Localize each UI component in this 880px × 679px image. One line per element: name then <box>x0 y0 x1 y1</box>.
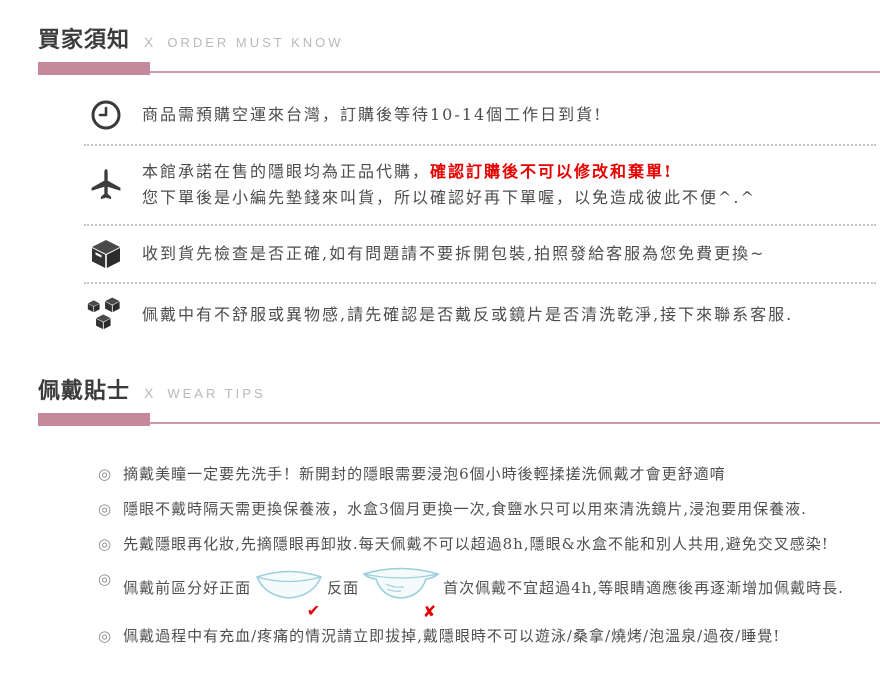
tip-bullet: ◎ <box>98 500 112 518</box>
box-icon <box>86 239 126 269</box>
dotted-divider <box>84 282 876 284</box>
boxes-icon <box>86 297 126 333</box>
wear-tips-title: 佩戴貼士 <box>38 378 131 403</box>
notice-text-shipping: 商品需預購空運來台灣，訂購後等待10-14個工作日到貨! <box>142 105 603 124</box>
tip-text-makeup-order: 先戴隱眼再化妝,先摘隱眼再卸妝.每天佩戴不可以超過8h,隱眼&水盒不能和別人共用… <box>123 535 829 553</box>
airplane-icon <box>86 167 126 203</box>
dotted-divider <box>84 224 876 226</box>
lens-front-label: 佩戴前區分好正面 <box>123 578 252 597</box>
tip-text-solution-change: 隱眼不戴時隔天需更換保養液，水盒3個月更換一次,食鹽水只可以用來清洗鏡片,浸泡要… <box>123 500 807 518</box>
buyer-notice-subtitle: ORDER MUST KNOW <box>167 35 344 50</box>
notice-text-normal: 本館承諾在售的隱眼均為正品代購， <box>142 162 431 181</box>
lens-front-figure: ✔ <box>253 568 325 619</box>
tip-text-wash-hands: 摘戴美瞳一定要先洗手！新開封的隱眼需要浸泡6個小時後輕揉搓洗佩戴才會更舒適唷 <box>123 465 726 483</box>
buyer-notice-section: 買家須知 X ORDER MUST KNOW 商品需預購空運來台灣，訂購後等待1… <box>0 0 880 333</box>
lens-back-figure: ✘ <box>361 567 441 620</box>
tip-bullet: ◎ <box>98 570 112 588</box>
buyer-notice-list: 商品需預購空運來台灣，訂購後等待10-14個工作日到貨! 本館承諾在售的隱眼均為… <box>0 99 880 333</box>
notice-text-order-policy: 本館承諾在售的隱眼均為正品代購，確認訂購後不可以修改和棄單! 您下單後是小編先墊… <box>142 159 756 211</box>
notice-item-order-policy: 本館承諾在售的隱眼均為正品代購，確認訂購後不可以修改和棄單! 您下單後是小編先墊… <box>0 159 880 211</box>
notice-text-inspection: 收到貨先檢查是否正確,如有問題請不要拆開包裝,拍照發給客服為您免費更換~ <box>142 244 766 263</box>
wear-tips-section: 佩戴貼士 X WEAR TIPS ◎ 摘戴美瞳一定要先洗手！新開封的隱眼需要浸泡… <box>0 333 880 648</box>
notice-item-shipping: 商品需預購空運來台灣，訂購後等待10-14個工作日到貨! <box>0 99 880 131</box>
buyer-notice-title: 買家須知 <box>38 27 131 52</box>
wear-tips-subtitle-x: X <box>144 385 156 401</box>
lens-rest-text: 首次佩戴不宜超過4h,等眼睛適應後再逐漸增加佩戴時長. <box>443 578 844 597</box>
buyer-notice-underline <box>38 62 880 75</box>
buyer-notice-header: 買家須知 X ORDER MUST KNOW <box>38 0 880 75</box>
tip-makeup-order: ◎ 先戴隱眼再化妝,先摘隱眼再卸妝.每天佩戴不可以超過8h,隱眼&水盒不能和別人… <box>0 532 880 556</box>
wear-tips-list: ◎ 摘戴美瞳一定要先洗手！新開封的隱眼需要浸泡6個小時後輕揉搓洗佩戴才會更舒適唷… <box>0 462 880 648</box>
underline-block <box>38 413 150 426</box>
lens-front-icon <box>256 570 323 599</box>
tip-solution-change: ◎ 隱眼不戴時隔天需更換保養液，水盒3個月更換一次,食鹽水只可以用來清洗鏡片,浸… <box>0 497 880 521</box>
notice-item-inspection: 收到貨先檢查是否正確,如有問題請不要拆開包裝,拍照發給客服為您免費更換~ <box>0 239 880 269</box>
wear-tips-subtitle: WEAR TIPS <box>167 386 266 401</box>
dotted-divider <box>84 144 876 146</box>
lens-back-icon <box>362 567 440 599</box>
tip-text-lens-orientation: 佩戴前區分好正面 ✔ 反面 <box>123 567 844 620</box>
underline-rule <box>150 422 880 424</box>
notice-text-warning-red: 確認訂購後不可以修改和棄單! <box>430 162 674 181</box>
buyer-notice-subtitle-x: X <box>144 34 156 50</box>
tip-text-remove-if-pain: 佩戴過程中有充血/疼痛的情況請立即拔掉,戴隱眼時不可以遊泳/桑拿/燒烤/泡溫泉/… <box>123 627 781 645</box>
check-icon: ✔ <box>306 601 322 620</box>
tip-bullet: ◎ <box>98 465 112 483</box>
underline-block <box>38 62 150 75</box>
tip-wash-hands: ◎ 摘戴美瞳一定要先洗手！新開封的隱眼需要浸泡6個小時後輕揉搓洗佩戴才會更舒適唷 <box>0 462 880 486</box>
notice-text-order-line2: 您下單後是小編先墊錢來叫貨，所以確認好再下單喔，以免造成彼此不便^.^ <box>142 188 756 207</box>
cross-icon: ✘ <box>422 602 438 621</box>
tip-lens-orientation: ◎ 佩戴前區分好正面 ✔ 反面 <box>0 567 880 620</box>
lens-back-label: 反面 <box>327 578 360 597</box>
clock-icon <box>86 99 126 131</box>
tip-remove-if-pain: ◎ 佩戴過程中有充血/疼痛的情況請立即拔掉,戴隱眼時不可以遊泳/桑拿/燒烤/泡溫… <box>0 624 880 648</box>
tip-bullet: ◎ <box>98 535 112 553</box>
notice-item-discomfort: 佩戴中有不舒服或異物感,請先確認是否戴反或鏡片是否清洗乾淨,接下來聯系客服. <box>0 297 880 333</box>
notice-text-discomfort: 佩戴中有不舒服或異物感,請先確認是否戴反或鏡片是否清洗乾淨,接下來聯系客服. <box>142 305 794 324</box>
wear-tips-header: 佩戴貼士 X WEAR TIPS <box>38 333 880 426</box>
wear-tips-underline <box>38 413 880 426</box>
underline-rule <box>150 71 880 73</box>
tip-bullet: ◎ <box>98 627 112 645</box>
